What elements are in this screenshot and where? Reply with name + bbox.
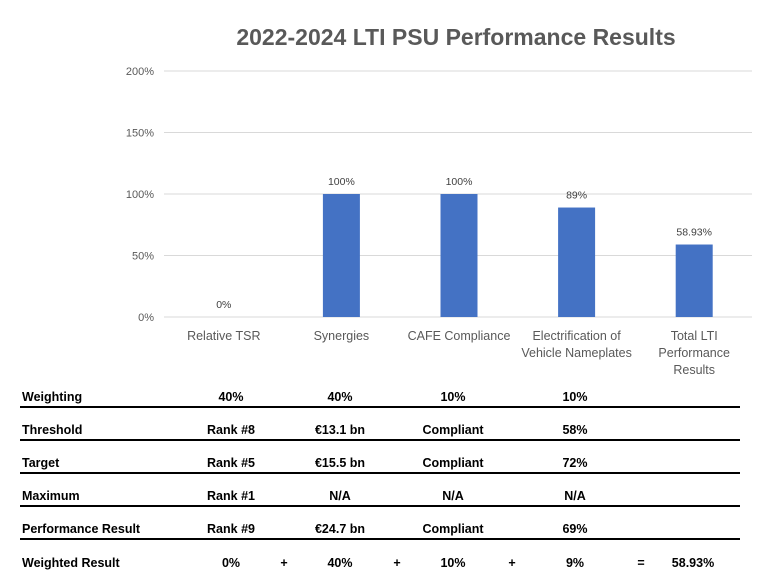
row-divider xyxy=(20,472,740,474)
table-cell: €13.1 bn xyxy=(314,423,366,437)
table-cell: 58% xyxy=(562,423,588,437)
weighted-cell: 40% xyxy=(327,556,353,570)
plus-sign: + xyxy=(508,556,516,570)
y-tick-label: 50% xyxy=(132,251,154,263)
x-tick-label: Electrification of xyxy=(532,329,621,343)
weighted-total: 58.93% xyxy=(671,556,715,570)
table-cell: Compliant xyxy=(422,522,484,536)
data-label: 58.93% xyxy=(676,227,712,239)
table-cell: 40% xyxy=(218,390,244,404)
data-label: 89% xyxy=(566,190,587,202)
row-divider xyxy=(20,406,740,408)
table-cell: €15.5 bn xyxy=(314,456,366,470)
table-cell: 10% xyxy=(440,390,466,404)
bar xyxy=(675,244,713,317)
table-cell: Rank #1 xyxy=(207,489,255,503)
x-tick-label: CAFE Compliance xyxy=(408,329,511,343)
bar xyxy=(558,207,596,317)
table-cell: Compliant xyxy=(422,456,484,470)
row-label: Target xyxy=(22,456,60,470)
row-divider xyxy=(20,505,740,507)
bar xyxy=(440,194,478,317)
table-cell: 10% xyxy=(562,390,588,404)
table-cell: Rank #9 xyxy=(207,522,255,536)
table-cell: N/A xyxy=(329,489,351,503)
x-tick-label: Results xyxy=(673,363,715,377)
y-tick-label: 200% xyxy=(126,66,154,78)
weighted-cell: 10% xyxy=(440,556,466,570)
plus-sign: + xyxy=(393,556,401,570)
plus-sign: + xyxy=(280,556,288,570)
data-label: 100% xyxy=(446,176,473,188)
table-cell: Rank #8 xyxy=(207,423,255,437)
data-label: 0% xyxy=(216,299,231,311)
table-cell: 72% xyxy=(562,456,588,470)
y-tick-label: 150% xyxy=(126,128,154,140)
row-divider xyxy=(20,538,740,540)
equals-sign: = xyxy=(637,556,645,570)
data-label: 100% xyxy=(328,176,355,188)
row-divider xyxy=(20,439,740,441)
row-label: Performance Result xyxy=(22,522,141,536)
table-cell: 69% xyxy=(562,522,588,536)
row-label: Weighting xyxy=(22,390,83,404)
x-tick-label: Relative TSR xyxy=(187,329,260,343)
x-tick-label: Performance xyxy=(658,346,730,360)
table-cell: Compliant xyxy=(422,423,484,437)
table-cell: N/A xyxy=(442,489,464,503)
row-label: Threshold xyxy=(22,423,83,437)
x-tick-label: Total LTI xyxy=(671,329,718,343)
table-cell: €24.7 bn xyxy=(314,522,366,536)
table-cell: Rank #5 xyxy=(207,456,255,470)
bar xyxy=(322,194,360,317)
weighted-cell: 0% xyxy=(221,556,241,570)
table-cell: 40% xyxy=(327,390,353,404)
row-label: Weighted Result xyxy=(22,556,120,570)
x-tick-label: Synergies xyxy=(314,329,370,343)
chart-title: 2022-2024 LTI PSU Performance Results xyxy=(236,24,676,50)
weighted-cell: 9% xyxy=(565,556,585,570)
table-cell: N/A xyxy=(564,489,586,503)
y-tick-label: 100% xyxy=(126,189,154,201)
x-tick-label: Vehicle Nameplates xyxy=(521,346,631,360)
y-tick-label: 0% xyxy=(138,312,154,324)
bar-chart: 0% 50% 100% 150% 200% 0% Relative TSR 100% Syner… xyxy=(126,66,752,377)
row-label: Maximum xyxy=(22,489,80,503)
